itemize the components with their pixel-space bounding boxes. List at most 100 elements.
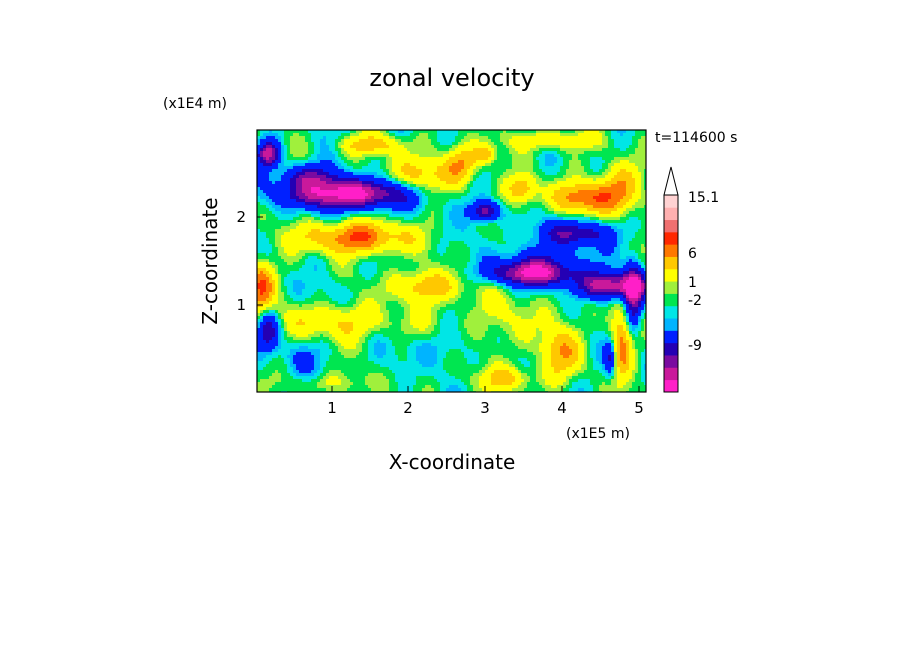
field-cell bbox=[326, 175, 330, 179]
field-cell bbox=[302, 220, 306, 224]
field-cell bbox=[554, 139, 558, 143]
field-cell bbox=[614, 139, 618, 143]
field-cell bbox=[512, 235, 516, 239]
field-cell bbox=[359, 238, 363, 242]
field-cell bbox=[476, 196, 480, 200]
field-cell bbox=[347, 232, 351, 236]
field-cell bbox=[560, 241, 564, 245]
field-cell bbox=[554, 229, 558, 233]
field-cell bbox=[485, 202, 489, 206]
field-cell bbox=[548, 190, 552, 194]
field-cell bbox=[317, 151, 321, 155]
field-cell bbox=[371, 190, 375, 194]
field-cell bbox=[284, 226, 288, 230]
field-cell bbox=[599, 130, 603, 134]
field-cell bbox=[326, 163, 330, 167]
field-cell bbox=[377, 190, 381, 194]
field-cell bbox=[356, 193, 360, 197]
field-cell bbox=[431, 160, 435, 164]
field-cell bbox=[548, 229, 552, 233]
field-cell bbox=[518, 136, 522, 140]
field-cell bbox=[461, 241, 465, 245]
field-cell bbox=[419, 151, 423, 155]
field-cell bbox=[527, 160, 531, 164]
field-cell bbox=[530, 139, 534, 143]
field-cell bbox=[314, 196, 318, 200]
field-cell bbox=[359, 220, 363, 224]
field-cell bbox=[524, 217, 528, 221]
field-cell bbox=[584, 196, 588, 200]
field-cell bbox=[407, 151, 411, 155]
field-cell bbox=[491, 175, 495, 179]
field-cell bbox=[617, 217, 621, 221]
field-cell bbox=[353, 130, 357, 134]
field-cell bbox=[563, 220, 567, 224]
field-cell bbox=[488, 163, 492, 167]
field-cell bbox=[305, 229, 309, 233]
field-cell bbox=[326, 217, 330, 221]
field-cell bbox=[473, 139, 477, 143]
field-cell bbox=[386, 175, 390, 179]
field-cell bbox=[626, 178, 630, 182]
field-cell bbox=[275, 229, 279, 233]
field-cell bbox=[266, 136, 270, 140]
field-cell bbox=[356, 187, 360, 191]
field-cell bbox=[554, 142, 558, 146]
field-cell bbox=[434, 235, 438, 239]
field-cell bbox=[587, 202, 591, 206]
field-cell bbox=[440, 202, 444, 206]
field-cell bbox=[527, 163, 531, 167]
field-cell bbox=[611, 199, 615, 203]
field-cell bbox=[593, 181, 597, 185]
field-cell bbox=[416, 166, 420, 170]
field-cell bbox=[473, 151, 477, 155]
field-cell bbox=[503, 166, 507, 170]
field-cell bbox=[590, 178, 594, 182]
field-cell bbox=[293, 169, 297, 173]
field-cell bbox=[497, 169, 501, 173]
field-cell bbox=[335, 199, 339, 203]
field-cell bbox=[266, 163, 270, 167]
field-cell bbox=[572, 166, 576, 170]
field-cell bbox=[626, 166, 630, 170]
field-cell bbox=[470, 223, 474, 227]
field-cell bbox=[425, 193, 429, 197]
field-cell bbox=[308, 226, 312, 230]
field-cell bbox=[347, 238, 351, 242]
field-cell bbox=[410, 184, 414, 188]
field-cell bbox=[392, 142, 396, 146]
field-cell bbox=[512, 151, 516, 155]
field-cell bbox=[377, 199, 381, 203]
field-cell bbox=[494, 196, 498, 200]
field-cell bbox=[353, 151, 357, 155]
field-cell bbox=[611, 172, 615, 176]
field-cell bbox=[581, 238, 585, 242]
field-cell bbox=[560, 136, 564, 140]
field-cell bbox=[377, 229, 381, 233]
field-cell bbox=[431, 181, 435, 185]
field-cell bbox=[410, 148, 414, 152]
field-cell bbox=[275, 136, 279, 140]
field-cell bbox=[284, 172, 288, 176]
field-cell bbox=[605, 181, 609, 185]
field-cell bbox=[311, 139, 315, 143]
field-cell bbox=[632, 142, 636, 146]
field-cell bbox=[452, 181, 456, 185]
field-cell bbox=[413, 220, 417, 224]
field-cell bbox=[338, 190, 342, 194]
field-cell bbox=[632, 235, 636, 239]
field-cell bbox=[578, 175, 582, 179]
field-cell bbox=[542, 166, 546, 170]
field-cell bbox=[572, 232, 576, 236]
field-cell bbox=[521, 133, 525, 137]
field-cell bbox=[401, 145, 405, 149]
field-cell bbox=[404, 145, 408, 149]
field-cell bbox=[269, 244, 273, 248]
field-cell bbox=[479, 238, 483, 242]
field-cell bbox=[320, 130, 324, 134]
field-cell bbox=[614, 202, 618, 206]
field-cell bbox=[287, 190, 291, 194]
field-cell bbox=[638, 196, 642, 200]
field-cell bbox=[542, 142, 546, 146]
field-cell bbox=[266, 190, 270, 194]
